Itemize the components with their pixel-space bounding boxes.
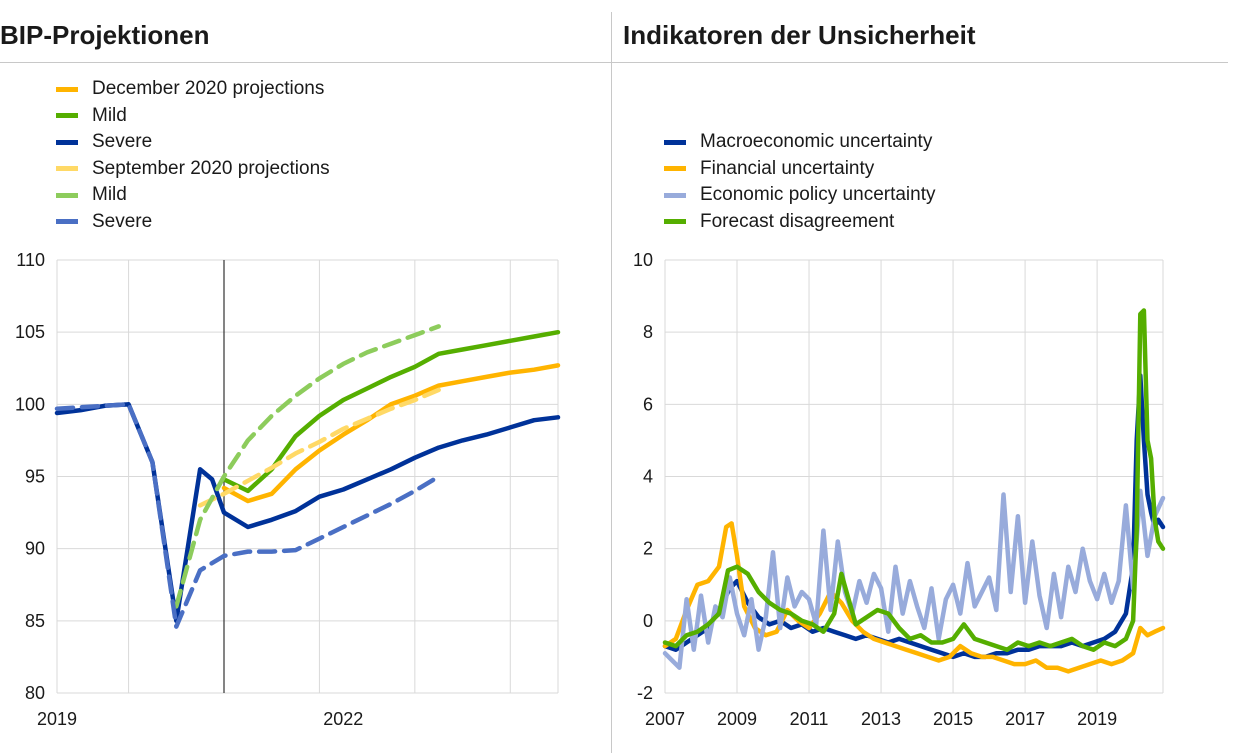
unc-legend-label: Economic policy uncertainty [700, 184, 936, 206]
bip-legend-swatch [56, 113, 78, 119]
bip-series-line-2 [54, 402, 561, 624]
unc-xtick-label: 2009 [717, 709, 757, 729]
bip-plot: 80 85 90 95 100 105 110 2019 2022 [15, 250, 561, 729]
bip-legend-item-5: Severe [56, 209, 330, 236]
bip-ytick-label: 80 [25, 683, 45, 703]
unc-ytick-label: 6 [643, 394, 653, 414]
unc-legend-swatch [664, 219, 686, 225]
bip-series-line-4 [174, 324, 441, 609]
unc-legend-item-2: Economic policy uncertainty [664, 182, 936, 209]
unc-legend-label: Financial uncertainty [700, 157, 875, 179]
unc-legend-swatch [664, 139, 686, 145]
bip-legend-label: Mild [92, 104, 127, 126]
unc-plot: -2 0 2 4 6 8 10 2007 2009 2011 2013 2015 2017 2019 [633, 250, 1166, 729]
bip-ytick-label: 85 [25, 611, 45, 631]
bip-legend-label: Severe [92, 131, 153, 153]
unc-xtick-label: 2013 [861, 709, 901, 729]
unc-ytick-label: 10 [633, 250, 653, 270]
bip-legend-item-2: Severe [56, 129, 330, 156]
bip-ytick-label: 110 [16, 250, 45, 270]
bip-legend-item-1: Mild [56, 103, 330, 130]
bip-legend-label: Severe [92, 210, 153, 232]
bip-legend-swatch [56, 192, 78, 198]
unc-series-line-3 [662, 308, 1166, 652]
unc-ytick-label: 4 [643, 467, 653, 487]
title-rule-right [612, 62, 1228, 63]
bip-series-line-5 [54, 402, 441, 629]
unc-series-line-2 [662, 488, 1166, 670]
unc-xtick-label: 2017 [1005, 709, 1045, 729]
bip-legend-item-3: September 2020 projections [56, 156, 330, 183]
unc-xtick-label: 2011 [790, 709, 829, 729]
unc-legend-label: Macroeconomic uncertainty [700, 131, 933, 153]
unc-legend-item-1: Financial uncertainty [664, 156, 936, 183]
bip-ytick-label: 90 [25, 539, 45, 559]
unc-legend-item-3: Forecast disagreement [664, 209, 936, 236]
unc-ytick-label: 8 [643, 322, 653, 342]
bip-legend-swatch [56, 139, 78, 145]
unc-legend-swatch [664, 192, 686, 198]
unc-ytick-label: -2 [637, 683, 653, 703]
bip-series-line-3 [197, 387, 441, 508]
title-rule-left [0, 62, 611, 63]
bip-ytick-label: 105 [15, 322, 45, 342]
unc-ytick-label: 2 [643, 539, 653, 559]
unc-xtick-label: 2015 [933, 709, 973, 729]
panel-title-left: BIP-Projektionen [0, 20, 210, 50]
bip-series-line-1 [221, 329, 561, 494]
unc-xtick-label: 2007 [645, 709, 685, 729]
bip-legend-item-0: December 2020 projections [56, 76, 330, 103]
unc-xtick-label: 2019 [1077, 709, 1117, 729]
bip-ytick-label: 100 [15, 394, 45, 414]
panel-separator [611, 12, 612, 753]
panel-title-right: Indikatoren der Unsicherheit [623, 20, 976, 50]
bip-xtick-label: 2022 [323, 709, 363, 729]
bip-series-line-0 [221, 363, 561, 504]
unc-legend-label: Forecast disagreement [700, 210, 895, 232]
bip-legend-item-4: Mild [56, 182, 330, 209]
unc-legend-item-0: Macroeconomic uncertainty [664, 129, 936, 156]
bip-legend-label: September 2020 projections [92, 157, 330, 179]
bip-legend-swatch [56, 166, 78, 172]
unc-ytick-label: 0 [643, 611, 653, 631]
bip-ytick-label: 95 [25, 467, 45, 487]
unc-series-line-1 [662, 521, 1166, 674]
unc-legend-swatch [664, 166, 686, 172]
bip-legend-swatch [56, 219, 78, 225]
bip-xtick-label: 2019 [37, 709, 77, 729]
bip-legend-label: December 2020 projections [92, 78, 325, 100]
bip-legend-label: Mild [92, 184, 127, 206]
legend-right: Macroeconomic uncertainty Financial uncer… [664, 129, 936, 235]
bip-legend-swatch [56, 86, 78, 92]
legend-left: December 2020 projections Mild Severe Septe… [56, 76, 330, 235]
